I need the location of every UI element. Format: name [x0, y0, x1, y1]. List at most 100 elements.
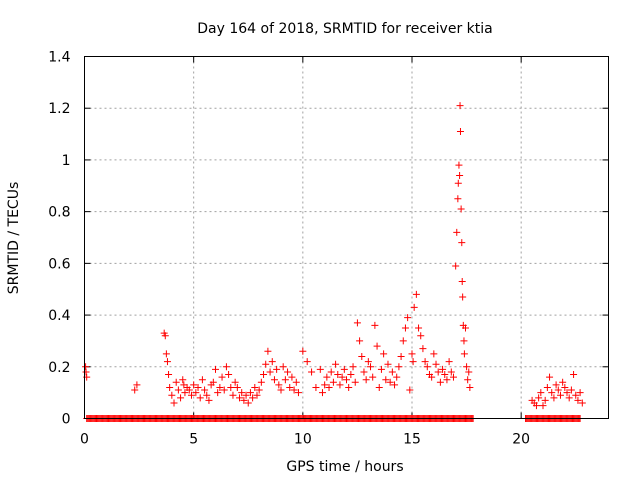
- data-point: [554, 386, 562, 394]
- data-point: [578, 399, 586, 407]
- data-point: [161, 332, 169, 340]
- data-point: [172, 378, 180, 386]
- data-point: [401, 324, 409, 332]
- data-point: [332, 360, 340, 368]
- data-point: [329, 378, 337, 386]
- data-point: [460, 337, 468, 345]
- data-point: [229, 391, 237, 399]
- data-point: [236, 394, 244, 402]
- y-tick-label: 0.2: [48, 360, 70, 376]
- x-tick-label: 20: [512, 432, 530, 448]
- data-point: [543, 383, 551, 391]
- axis-ticks: 0 5 10 15 20 0 0.2 0.4 0.6 0.8 1 1.2 1.4: [48, 50, 609, 448]
- y-tick-label: 1.4: [48, 50, 70, 66]
- data-point: [362, 376, 370, 384]
- data-point: [179, 376, 187, 384]
- data-point: [343, 376, 350, 384]
- data-point: [458, 277, 466, 285]
- data-point: [576, 389, 584, 397]
- data-point: [187, 391, 195, 399]
- data-point: [443, 376, 451, 384]
- data-point: [220, 386, 228, 394]
- data-point: [461, 324, 469, 332]
- data-point: [166, 383, 174, 391]
- data-point: [334, 371, 342, 379]
- data-point: [277, 386, 285, 394]
- data-point: [539, 402, 547, 410]
- x-tick-label: 10: [294, 432, 312, 448]
- data-point: [165, 371, 173, 379]
- data-point: [436, 378, 444, 386]
- data-point: [225, 371, 233, 379]
- data-point: [233, 383, 241, 391]
- data-point: [421, 358, 429, 366]
- data-point: [303, 358, 311, 366]
- data-point: [181, 389, 189, 397]
- y-tick-label: 0: [62, 412, 71, 428]
- data-point: [364, 358, 372, 366]
- data-point: [162, 350, 170, 358]
- data-point: [174, 386, 182, 394]
- data-point: [327, 368, 335, 376]
- data-point: [325, 383, 333, 391]
- data-point: [393, 373, 401, 381]
- data-point: [456, 102, 464, 110]
- data-point: [222, 363, 230, 371]
- data-point: [408, 350, 416, 358]
- data-point: [382, 376, 390, 384]
- data-point: [198, 376, 206, 384]
- data-point: [377, 365, 385, 373]
- data-point: [194, 383, 202, 391]
- data-point: [404, 314, 412, 322]
- data-point: [244, 399, 252, 407]
- data-point: [246, 389, 254, 397]
- x-tick-label: 5: [189, 432, 198, 448]
- data-point: [371, 321, 379, 329]
- data-point: [308, 368, 316, 376]
- data-point: [406, 386, 414, 394]
- data-point: [338, 373, 346, 381]
- data-point: [395, 363, 403, 371]
- data-point: [449, 373, 457, 381]
- data-point: [262, 360, 270, 368]
- data-point: [266, 368, 274, 376]
- data-point: [196, 394, 204, 402]
- data-point: [434, 368, 442, 376]
- data-point: [423, 363, 431, 371]
- data-point: [375, 383, 383, 391]
- data-point: [249, 394, 257, 402]
- data-point: [273, 365, 281, 373]
- data-point: [367, 363, 375, 371]
- data-point: [380, 350, 388, 358]
- data-point: [447, 368, 455, 376]
- data-point: [238, 389, 246, 397]
- data-point: [312, 383, 320, 391]
- data-point: [441, 371, 449, 379]
- data-point: [546, 373, 554, 381]
- data-point: [240, 396, 248, 404]
- data-point: [281, 376, 289, 384]
- data-point: [275, 381, 283, 389]
- data-point: [284, 368, 292, 376]
- data-point: [563, 389, 571, 397]
- data-point: [409, 358, 417, 366]
- data-point: [428, 373, 436, 381]
- data-point: [417, 332, 425, 340]
- data-point: [453, 228, 461, 236]
- data-point: [460, 350, 468, 358]
- data-point: [201, 386, 209, 394]
- data-point: [170, 399, 178, 407]
- y-axis-label: SRMTID / TECUs: [6, 182, 22, 295]
- data-point: [257, 378, 265, 386]
- y-tick-label: 1.2: [48, 101, 70, 117]
- data-point: [456, 127, 464, 135]
- y-tick-label: 0.8: [48, 205, 70, 221]
- data-point: [432, 360, 440, 368]
- data-point: [373, 342, 381, 350]
- data-point: [565, 394, 573, 402]
- data-point: [345, 383, 353, 391]
- data-point: [185, 386, 193, 394]
- data-point: [574, 396, 582, 404]
- data-point: [290, 386, 298, 394]
